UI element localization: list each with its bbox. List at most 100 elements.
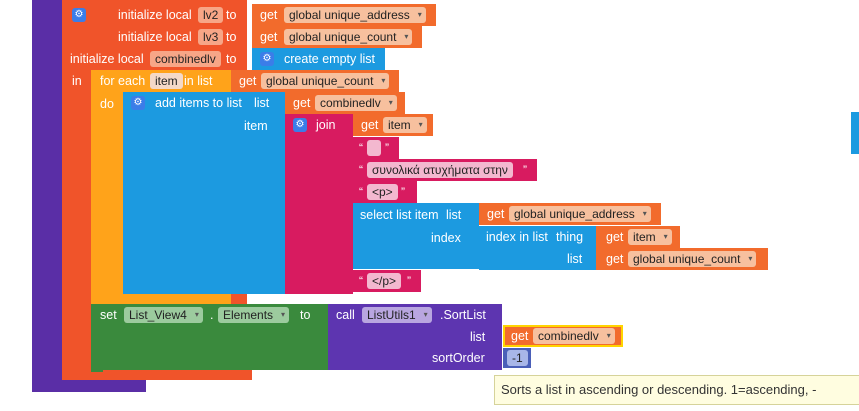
index-in-list-block[interactable] (479, 226, 596, 270)
procedure-frame-bottom (32, 380, 146, 392)
get-item-block[interactable]: get item ▾ (353, 114, 433, 136)
gear-icon[interactable]: ⚙ (131, 96, 145, 110)
add-items-label: add items to list (155, 96, 242, 110)
dropdown-arrow-icon: ▾ (418, 120, 423, 129)
get-item-block[interactable]: get item ▾ (596, 226, 680, 248)
string-field-empty[interactable] (367, 140, 381, 156)
listutils-dropdown[interactable]: ListUtils1 ▾ (362, 307, 432, 323)
in-list-label: in list (184, 74, 213, 88)
unique-count-dropdown[interactable]: global unique_count ▾ (284, 29, 413, 45)
get-combinedlv-block[interactable]: get combinedlv ▾ (285, 92, 405, 114)
dropdown-arrow-icon: ▾ (388, 98, 393, 107)
string-field-text[interactable]: συνολικά ατυχήματα στην (367, 162, 513, 178)
create-empty-list-block[interactable]: ⚙ create empty list (252, 48, 385, 70)
unique-address-dropdown[interactable]: global unique_address ▾ (284, 7, 426, 23)
unique-count-dropdown[interactable]: global unique_count ▾ (261, 73, 390, 89)
string-block-close-p[interactable]: “ </p> ” (353, 270, 421, 292)
get-label: get (260, 30, 278, 44)
string-field-p[interactable]: <p> (367, 184, 398, 200)
init-combined-label: initialize local (70, 52, 144, 66)
dropdown-arrow-icon: ▾ (281, 310, 286, 319)
get-label: get (511, 329, 529, 343)
dropdown-arrow-icon: ▾ (642, 209, 647, 218)
gear-icon[interactable]: ⚙ (260, 52, 274, 66)
dropdown-arrow-icon: ▾ (404, 32, 409, 41)
select-index-label: index (431, 231, 461, 245)
init-lv2-to: to (226, 8, 237, 22)
string-block-p[interactable]: “ <p> ” (353, 181, 417, 203)
sortorder-number-block[interactable]: -1 (503, 348, 531, 368)
dropdown-arrow-icon: ▾ (663, 232, 668, 241)
close-quote: ” (407, 274, 411, 288)
item-dropdown[interactable]: item ▾ (628, 229, 672, 245)
get-label: get (293, 96, 311, 110)
dropdown-arrow-icon: ▾ (381, 76, 386, 85)
select-list-item-block[interactable] (353, 203, 479, 269)
thing-label: thing (556, 230, 584, 244)
string-block-text[interactable]: “ συνολικά ατυχήματα στην ” (353, 159, 537, 181)
sortlist-method: .SortList (440, 308, 486, 322)
item-var-field[interactable]: item (150, 73, 183, 89)
add-items-list-label: list (254, 96, 270, 110)
get-unique-address-block[interactable]: get global unique_address ▾ (479, 203, 661, 225)
init-lv3-to: to (226, 30, 237, 44)
dropdown-arrow-icon: ▾ (417, 10, 422, 19)
open-quote: “ (359, 274, 363, 288)
gear-icon[interactable]: ⚙ (72, 8, 86, 22)
sortorder-value[interactable]: -1 (507, 350, 528, 366)
string-field-close-p[interactable]: </p> (367, 273, 402, 289)
open-quote: “ (359, 163, 363, 177)
init-local-bottom (62, 370, 252, 380)
tooltip: Sorts a list in ascending or descending.… (494, 375, 859, 405)
close-quote: ” (385, 141, 389, 155)
offscreen-block-edge[interactable] (851, 112, 859, 154)
set-to: to (300, 308, 311, 322)
do-label: do (100, 97, 114, 111)
get-unique-count-block[interactable]: get global unique_count ▾ (596, 248, 768, 270)
call-label: call (336, 308, 355, 322)
gear-icon[interactable]: ⚙ (293, 118, 307, 132)
lv2-var-field[interactable]: lv2 (198, 7, 224, 23)
get-label: get (487, 207, 505, 221)
set-label: set (100, 308, 117, 322)
in-label: in (72, 74, 82, 88)
init-lv3-label: initialize local (118, 30, 192, 44)
select-list-item-label: select list item (360, 208, 439, 222)
combinedlv-dropdown[interactable]: combinedlv ▾ (533, 328, 615, 344)
elements-dropdown[interactable]: Elements ▾ (218, 307, 290, 323)
sortorder-label: sortOrder (432, 351, 485, 365)
call-list-label: list (470, 330, 486, 344)
select-list-label: list (446, 208, 462, 222)
for-each-label: for each (100, 74, 146, 88)
join-label: join (316, 118, 336, 132)
get-label: get (606, 252, 624, 266)
open-quote: “ (359, 185, 363, 199)
get-combinedlv-block[interactable]: get combinedlv ▾ (503, 325, 623, 347)
procedure-frame[interactable] (32, 0, 62, 392)
get-unique-count-block[interactable]: get global unique_count ▾ (252, 26, 422, 48)
combinedlv-var-field[interactable]: combinedlv (150, 51, 221, 67)
list-view-dropdown[interactable]: List_View4 ▾ (124, 307, 203, 323)
get-unique-count-block[interactable]: get global unique_count ▾ (231, 70, 399, 92)
join-block[interactable] (285, 114, 353, 294)
open-quote: “ (359, 141, 363, 155)
dropdown-arrow-icon: ▾ (748, 254, 753, 263)
get-label: get (361, 118, 379, 132)
add-items-block[interactable] (123, 92, 285, 294)
dropdown-arrow-icon: ▾ (423, 310, 428, 319)
close-quote: ” (401, 185, 405, 199)
unique-count-dropdown[interactable]: global unique_count ▾ (628, 251, 757, 267)
init-lv2-label: initialize local (118, 8, 192, 22)
combinedlv-dropdown[interactable]: combinedlv ▾ (315, 95, 397, 111)
create-empty-list-label: create empty list (284, 52, 376, 66)
unique-address-dropdown[interactable]: global unique_address ▾ (509, 206, 651, 222)
get-label: get (239, 74, 257, 88)
set-dot: . (210, 308, 214, 322)
lv3-var-field[interactable]: lv3 (198, 29, 224, 45)
index-in-list-label: index in list (486, 230, 548, 244)
get-label: get (260, 8, 278, 22)
item-dropdown[interactable]: item ▾ (383, 117, 427, 133)
dropdown-arrow-icon: ▾ (194, 310, 199, 319)
string-block-empty[interactable]: “ ” (353, 137, 399, 159)
get-unique-address-block[interactable]: get global unique_address ▾ (252, 4, 436, 26)
